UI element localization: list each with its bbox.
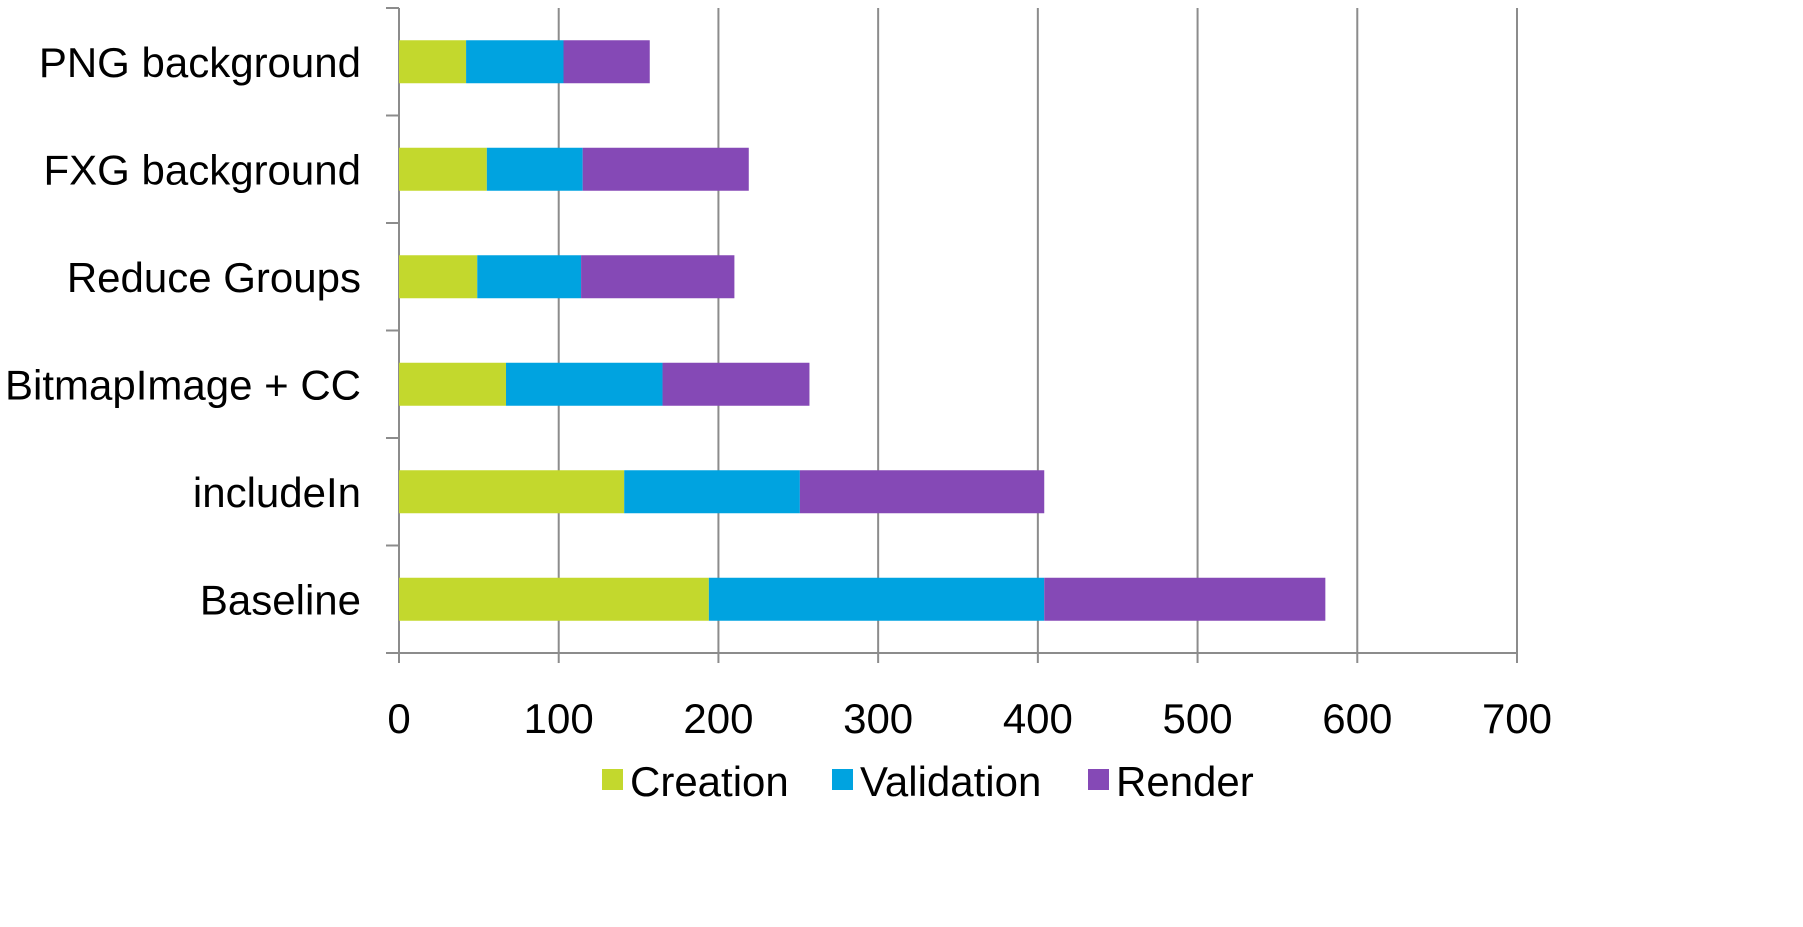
axes (386, 7, 1518, 663)
x-tick-label-0: 0 (387, 695, 410, 742)
category-label-reduce-groups: Reduce Groups (67, 254, 361, 301)
legend-swatch-validation (832, 769, 853, 790)
bar-includein-render (799, 470, 1045, 514)
x-tick-label-500: 500 (1163, 695, 1233, 742)
category-label-bitmapimage-cc: BitmapImage + CC (5, 361, 361, 408)
bar-png-background-render (563, 40, 650, 84)
bar-baseline-render (1044, 577, 1326, 621)
x-tick-label-100: 100 (524, 695, 594, 742)
category-label-fxg-background: FXG background (43, 146, 361, 193)
bar-includein-validation (624, 470, 800, 514)
category-label-includein: includeIn (193, 469, 361, 516)
legend: Creation Validation Render (602, 758, 1254, 805)
x-tick-label-300: 300 (843, 695, 913, 742)
x-tick-label-700: 700 (1482, 695, 1552, 742)
bars (399, 40, 1326, 621)
legend-label-render: Render (1116, 758, 1254, 805)
x-tick-label-600: 600 (1322, 695, 1392, 742)
legend-label-creation: Creation (630, 758, 789, 805)
bar-bitmapimage-cc-render (662, 362, 810, 406)
bar-reduce-groups-creation (399, 255, 478, 299)
category-label-baseline: Baseline (200, 576, 361, 623)
x-tick-label-200: 200 (683, 695, 753, 742)
bar-reduce-groups-validation (477, 255, 582, 299)
bar-baseline-validation (708, 577, 1045, 621)
bar-baseline-creation (399, 577, 709, 621)
bar-png-background-validation (466, 40, 564, 84)
bar-reduce-groups-render (581, 255, 735, 299)
bar-fxg-background-render (582, 147, 749, 191)
bar-bitmapimage-cc-validation (506, 362, 663, 406)
legend-label-validation: Validation (860, 758, 1041, 805)
labels: 0 100 200 300 400 500 600 700 Baseline includeIn B… (5, 39, 1552, 742)
gridlines (557, 8, 1518, 653)
bar-includein-creation (399, 470, 625, 514)
category-label-png-background: PNG background (39, 39, 361, 86)
bar-png-background-creation (399, 40, 467, 84)
bar-bitmapimage-cc-creation (399, 362, 507, 406)
bar-fxg-background-creation (399, 147, 487, 191)
legend-swatch-render (1088, 769, 1109, 790)
legend-swatch-creation (602, 769, 623, 790)
x-tick-label-400: 400 (1003, 695, 1073, 742)
bar-fxg-background-validation (486, 147, 583, 191)
